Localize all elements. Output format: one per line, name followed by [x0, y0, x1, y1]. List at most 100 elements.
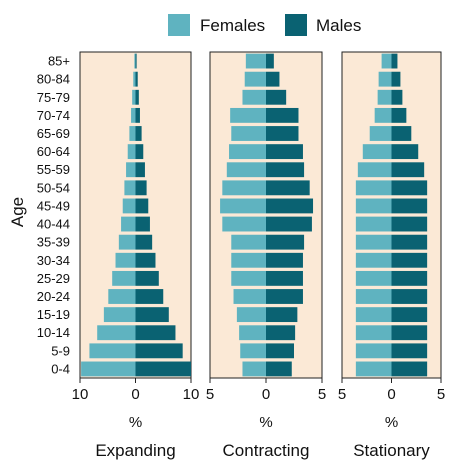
bar-males	[135, 144, 144, 160]
bar-males	[391, 343, 428, 359]
bar-males	[391, 307, 428, 323]
age-label: 55-59	[37, 162, 70, 177]
bar-males	[391, 144, 419, 160]
bar-males	[391, 252, 428, 268]
bar-females	[377, 89, 392, 105]
bar-males	[266, 144, 303, 160]
age-label: 15-19	[37, 307, 70, 322]
bar-females	[129, 126, 136, 141]
bar-males	[391, 89, 403, 105]
bar-males	[135, 361, 191, 377]
age-label: 20-24	[37, 289, 70, 304]
x-tick-label: 5	[338, 386, 346, 403]
bar-females	[242, 89, 266, 105]
bar-females	[115, 252, 136, 268]
bar-females	[133, 71, 136, 87]
x-tick-label: 0	[131, 386, 139, 403]
bar-males	[135, 162, 145, 178]
bar-males	[266, 71, 280, 87]
bar-females	[355, 252, 392, 268]
bar-males	[135, 325, 176, 341]
bar-males	[266, 162, 305, 178]
bar-females	[231, 234, 266, 250]
age-label: 35-39	[37, 235, 70, 250]
bar-males	[135, 343, 183, 359]
panel-title: Expanding	[95, 441, 175, 460]
age-label: 50-54	[37, 180, 70, 195]
legend-swatch-females	[168, 14, 190, 36]
bar-males	[266, 198, 314, 214]
legend-swatch-males	[285, 14, 307, 36]
bar-females	[355, 307, 392, 323]
bar-males	[391, 71, 401, 87]
bar-males	[135, 107, 140, 123]
bar-females	[222, 180, 266, 196]
bar-females	[355, 198, 392, 214]
bar-females	[236, 307, 266, 323]
bar-males	[391, 325, 428, 341]
panel-contracting: 5 0 5% Contracting	[206, 51, 326, 460]
age-label: 80-84	[37, 72, 70, 87]
bar-females	[381, 53, 392, 69]
bar-females	[231, 252, 266, 268]
bar-females	[239, 325, 266, 341]
bar-females	[122, 198, 136, 214]
bar-males	[266, 216, 312, 232]
bar-males	[135, 53, 137, 69]
bar-females	[108, 289, 136, 304]
x-axis-label: %	[259, 414, 272, 431]
bar-females	[355, 234, 392, 250]
age-label: 60-64	[37, 144, 70, 159]
bar-males	[266, 270, 303, 286]
bar-males	[391, 361, 428, 377]
bar-males	[266, 289, 303, 304]
bar-females	[245, 53, 266, 69]
panel-title: Contracting	[223, 441, 310, 460]
bar-females	[369, 126, 392, 141]
bar-females	[134, 53, 136, 69]
bar-males	[391, 198, 428, 214]
age-label: 0-4	[51, 361, 70, 376]
bar-females	[118, 234, 136, 250]
bar-males	[135, 252, 156, 268]
bar-females	[126, 162, 136, 178]
bar-females	[378, 71, 392, 87]
bar-females	[355, 270, 392, 286]
bar-males	[391, 289, 428, 304]
age-label: 30-34	[37, 253, 70, 268]
age-label: 65-69	[37, 126, 70, 141]
bar-males	[135, 71, 138, 87]
panel-title: Stationary	[353, 441, 430, 460]
bar-females	[242, 361, 266, 377]
panel-stationary: 5 0 5% Stationary	[338, 51, 445, 460]
legend-label-females: Females	[200, 16, 265, 35]
bar-males	[266, 234, 305, 250]
x-axis-label: %	[129, 414, 142, 431]
x-tick-label: 10	[183, 386, 200, 403]
age-label: 10-14	[37, 325, 70, 340]
age-labels: 85+ 80-84 75-79 70-74 65-69 60-64 55-59 50-54 45…	[37, 54, 70, 377]
bar-females	[222, 216, 266, 232]
bar-males	[135, 180, 147, 196]
x-tick-label: 10	[72, 386, 89, 403]
panel-background	[209, 51, 323, 379]
bar-females	[244, 71, 266, 87]
bar-females	[374, 107, 392, 123]
bar-females	[89, 343, 136, 359]
x-tick-label: 5	[318, 386, 326, 403]
bar-females	[112, 270, 136, 286]
bar-females	[231, 270, 266, 286]
bar-males	[391, 234, 428, 250]
legend-label-males: Males	[316, 16, 361, 35]
bar-males	[266, 180, 310, 196]
bar-females	[231, 126, 266, 141]
bar-females	[132, 89, 136, 105]
bar-females	[233, 289, 266, 304]
bar-males	[135, 307, 169, 323]
bar-females	[230, 107, 266, 123]
age-label: 45-49	[37, 198, 70, 213]
bar-males	[391, 126, 412, 141]
x-tick-label: 5	[437, 386, 445, 403]
bar-males	[266, 307, 298, 323]
